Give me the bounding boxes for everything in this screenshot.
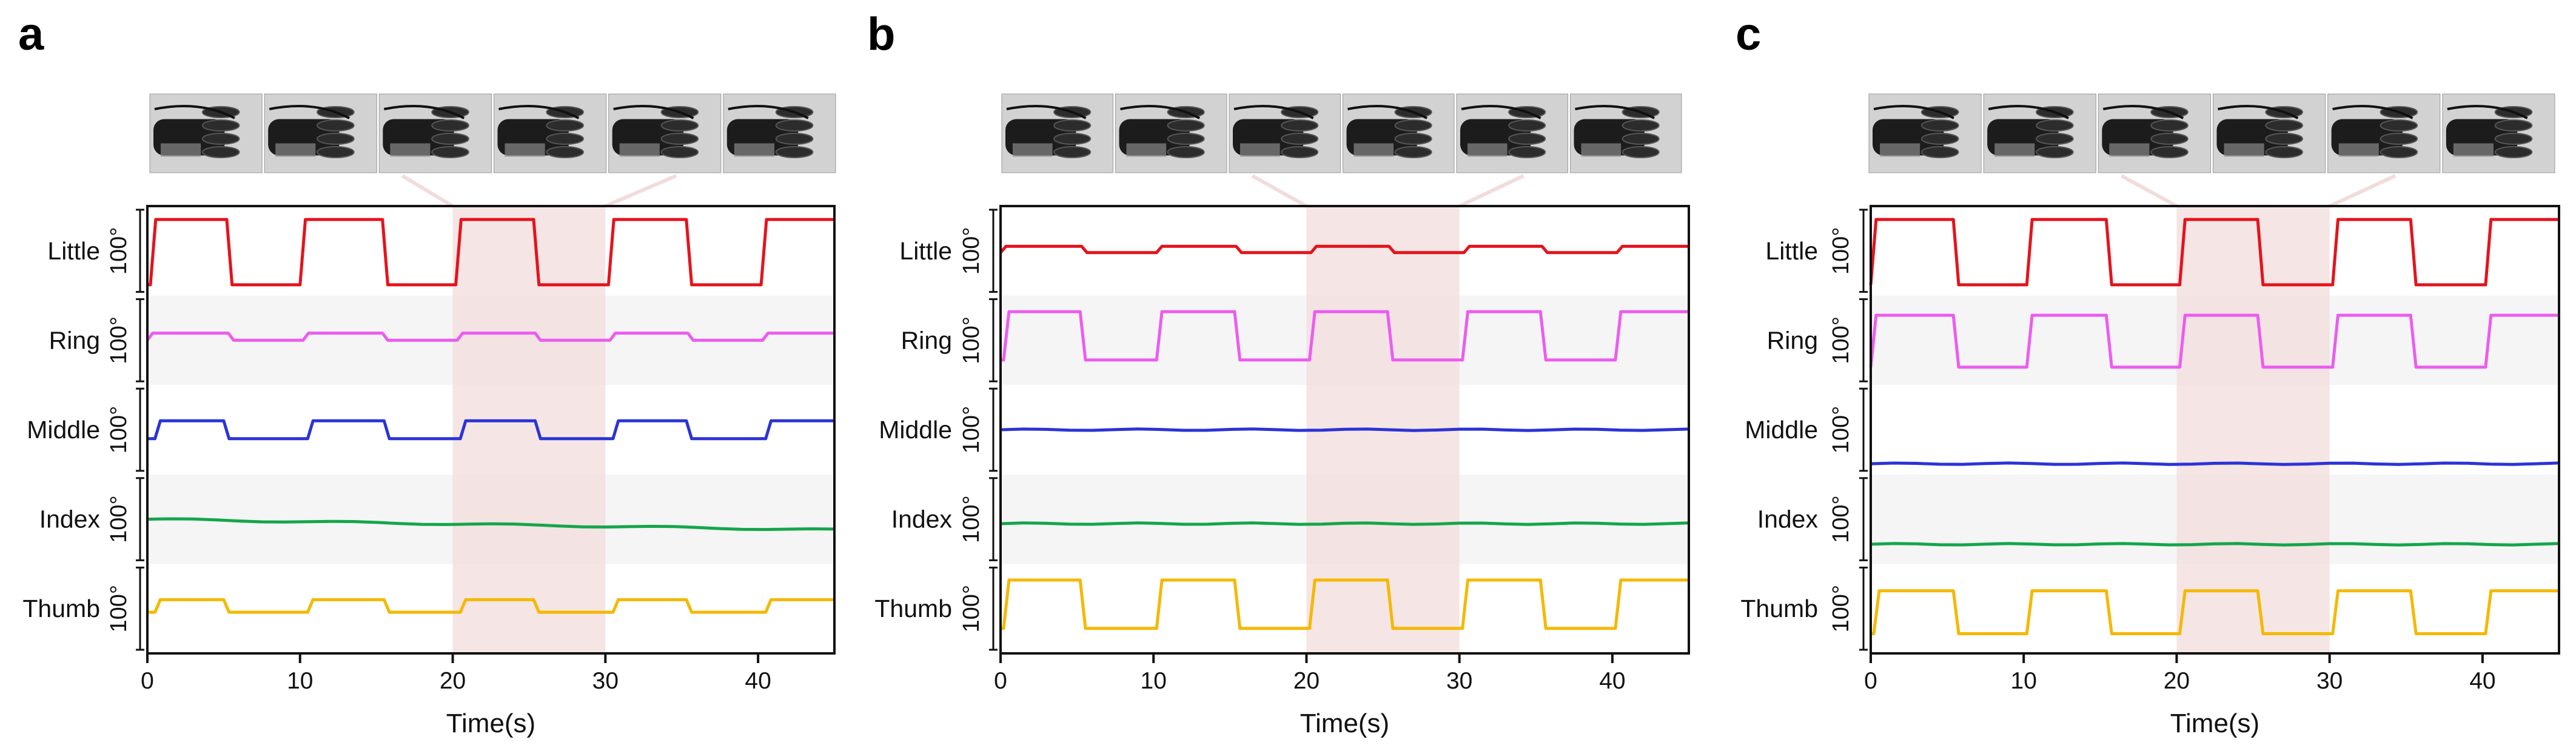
- series-line-little: [1869, 218, 2559, 287]
- connector-line: [1458, 174, 1524, 208]
- series-line-ring: [1001, 310, 1689, 362]
- x-tick-label: 30: [592, 668, 619, 694]
- photo-frame: [1115, 93, 1227, 173]
- series-label: Middle: [27, 416, 100, 444]
- series-line-middle: [1000, 427, 1689, 432]
- photo-frame: [1229, 93, 1341, 173]
- x-tick-label: 10: [2011, 668, 2037, 694]
- series-label: Ring: [901, 326, 952, 354]
- series-label: Thumb: [874, 595, 952, 622]
- scale-bar-label: 100°: [106, 406, 132, 454]
- scale-bar-label: 100°: [106, 495, 132, 543]
- scale-bar-label: 100°: [106, 316, 132, 364]
- connector-line: [401, 174, 454, 208]
- photo-frame: [2213, 93, 2326, 173]
- scale-bar-label: 100°: [1828, 316, 1854, 364]
- series-line-little: [999, 244, 1689, 255]
- series-line-ring: [1869, 313, 2559, 369]
- series-line-little: [147, 218, 834, 287]
- series-line-thumb: [1871, 589, 2559, 635]
- series-label: Index: [39, 505, 101, 533]
- photo-frame: [1343, 93, 1455, 173]
- series-label: Ring: [1767, 326, 1818, 354]
- connector-line: [2120, 174, 2178, 208]
- photo-frame: [149, 93, 263, 173]
- scale-bar-label: 100°: [1828, 406, 1854, 454]
- photo-frame: [608, 93, 722, 173]
- photo-frame: [494, 93, 607, 173]
- series-line-middle: [147, 419, 834, 441]
- x-tick-label: 40: [745, 668, 771, 694]
- x-axis-title: Time(s): [1300, 709, 1389, 738]
- photo-frame: [264, 93, 377, 173]
- x-tick-label: 40: [2469, 668, 2495, 694]
- series-line-ring: [146, 332, 834, 342]
- scale-bar-label: 100°: [959, 227, 984, 275]
- x-axis-title: Time(s): [446, 709, 535, 738]
- scale-bar-label: 100°: [1828, 585, 1854, 633]
- photo-frame: [1868, 93, 1982, 173]
- panel-letter: c: [1736, 8, 1761, 60]
- series-line-index: [147, 517, 835, 532]
- x-axis-title: Time(s): [2170, 709, 2259, 738]
- scale-bar-label: 100°: [959, 316, 984, 364]
- connector-line: [2329, 174, 2397, 208]
- scale-bar-label: 100°: [106, 227, 132, 275]
- scale-bar-label: 100°: [1828, 495, 1854, 543]
- scale-bar-label: 100°: [959, 585, 984, 633]
- photo-frame: [1983, 93, 2096, 173]
- series-line-index: [1000, 521, 1689, 526]
- x-tick-label: 30: [2316, 668, 2343, 694]
- photo-frame: [2442, 93, 2555, 173]
- x-tick-label: 10: [1141, 668, 1167, 694]
- series-label: Little: [899, 237, 952, 265]
- series-label: Index: [891, 505, 953, 533]
- plot-frame: [999, 205, 1690, 655]
- photo-frame: [2327, 93, 2441, 173]
- series-line-middle: [1870, 461, 2560, 466]
- series-label: Little: [1765, 237, 1818, 265]
- series-label: Thumb: [22, 595, 100, 622]
- series-label: Index: [1757, 505, 1819, 533]
- highlight-region: [452, 206, 606, 653]
- panel-c: c Little 100° Ring 100° Middle 100° Index 100° Th…: [1736, 8, 2560, 738]
- scale-bar-label: 100°: [106, 585, 132, 633]
- x-tick-label: 10: [287, 668, 313, 694]
- series-label: Middle: [879, 416, 952, 444]
- scale-bar-label: 100°: [1828, 227, 1854, 275]
- photo-frame: [723, 93, 836, 173]
- panel-letter: b: [867, 8, 895, 60]
- plot-frame: [146, 205, 836, 655]
- photo-frame: [2098, 93, 2211, 173]
- series-line-index: [1870, 542, 2560, 547]
- photo-frame: [1570, 93, 1682, 173]
- series-label: Middle: [1745, 416, 1818, 444]
- x-tick-label: 40: [1599, 668, 1625, 694]
- plot-frame: [1870, 205, 2560, 655]
- photo-frame: [378, 93, 492, 173]
- x-tick-label: 0: [141, 668, 154, 694]
- x-tick-label: 0: [1864, 668, 1877, 694]
- x-tick-label: 20: [2164, 668, 2190, 694]
- scale-bar-label: 100°: [959, 495, 984, 543]
- series-label: Ring: [49, 326, 100, 354]
- series-label: Little: [47, 237, 100, 265]
- photo-frame: [1001, 93, 1113, 173]
- series-line-thumb: [1001, 578, 1689, 630]
- x-tick-label: 0: [994, 668, 1007, 694]
- series-label: Thumb: [1740, 595, 1818, 622]
- highlight-region: [2176, 206, 2330, 653]
- x-tick-label: 30: [1446, 668, 1472, 694]
- x-tick-label: 20: [1293, 668, 1320, 694]
- connector-line: [1251, 174, 1307, 208]
- x-tick-label: 20: [440, 668, 466, 694]
- panel-letter: a: [18, 8, 44, 60]
- connector-line: [605, 174, 677, 208]
- series-line-thumb: [147, 598, 834, 614]
- scale-bar-label: 100°: [959, 406, 984, 454]
- photo-frame: [1456, 93, 1568, 173]
